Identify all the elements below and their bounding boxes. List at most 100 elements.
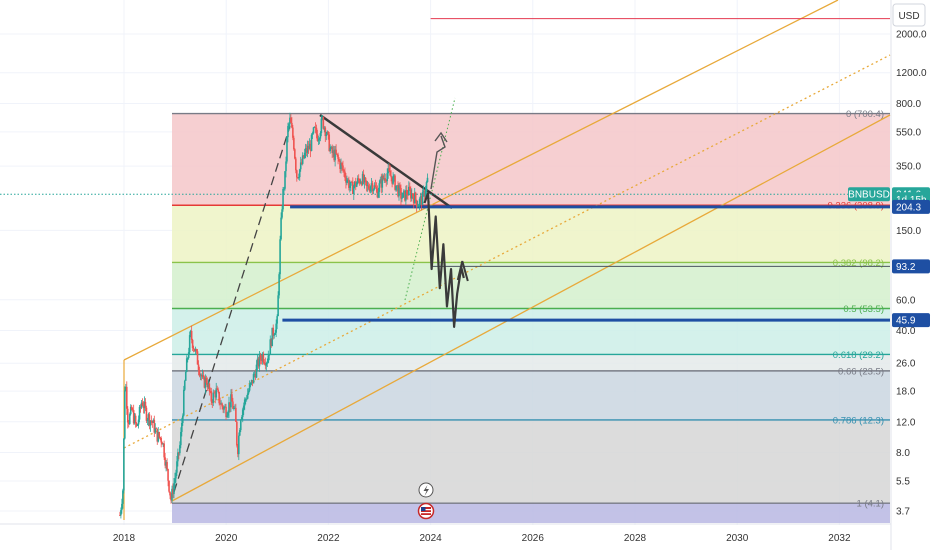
time-axis: 2018 2020 2022 2024 2026 2028 2030 2032 (0, 523, 891, 544)
candle (296, 177, 299, 179)
projection-zigzag[interactable] (423, 192, 465, 328)
channel-mid-line[interactable] (123, 54, 891, 449)
candle (148, 414, 151, 426)
projection-arrow-up[interactable] (430, 131, 448, 190)
candle (300, 162, 303, 164)
candle (302, 155, 305, 158)
candle (274, 332, 276, 335)
candle (374, 185, 377, 188)
candle (416, 206, 419, 208)
candle (357, 178, 360, 181)
projection-path[interactable] (423, 192, 469, 328)
trend-lines[interactable] (123, 0, 891, 520)
candle (254, 373, 257, 378)
candle (269, 339, 272, 355)
price-tick-label: 8.0 (896, 448, 910, 459)
candle (336, 153, 338, 155)
candle (366, 185, 369, 187)
candle (349, 185, 351, 188)
candle (263, 362, 266, 364)
candle (420, 196, 423, 205)
candle (280, 217, 282, 240)
candle (218, 391, 220, 404)
candle (168, 480, 170, 492)
candle (358, 180, 361, 184)
lightning-icon[interactable] (418, 482, 434, 498)
candle (139, 406, 142, 408)
price-tick-label: 800.0 (896, 99, 921, 110)
fib-retracement[interactable]: 0 (700.4)0.236 (208.9)0.382 (98.2)0.5 (5… (172, 109, 890, 523)
candle (275, 323, 277, 333)
dotted-trend-line[interactable] (404, 97, 456, 301)
candle (140, 402, 143, 408)
price-tick-label: 2000.0 (896, 30, 927, 41)
candle (241, 409, 244, 418)
candle (201, 375, 204, 377)
candle (377, 191, 380, 198)
channel-upper-line[interactable] (123, 0, 839, 361)
candle (317, 140, 320, 142)
channel-lower-line[interactable] (171, 114, 891, 502)
candle (342, 165, 344, 171)
candle (206, 382, 209, 388)
price-badge-text: 93.2 (896, 262, 916, 273)
candle (243, 399, 246, 406)
price-tick-label: 60.0 (896, 295, 916, 306)
candle (229, 402, 231, 408)
horizontal-levels[interactable] (0, 18, 890, 322)
candle (225, 406, 227, 418)
candle (253, 373, 256, 375)
candle (179, 445, 181, 454)
candle (242, 405, 245, 410)
fib-zone-0.5 (172, 308, 890, 355)
candle (331, 146, 333, 154)
candle (141, 402, 144, 406)
candle (421, 192, 424, 205)
candle (178, 452, 180, 454)
candle (167, 469, 169, 481)
candle (193, 349, 196, 352)
candle (418, 198, 421, 206)
candle (222, 406, 224, 410)
candle (361, 173, 364, 185)
candle (396, 185, 398, 187)
candle (239, 419, 242, 431)
price-scale-panel[interactable] (890, 0, 932, 550)
candle (322, 117, 325, 129)
candle (182, 389, 185, 416)
candle (308, 143, 311, 150)
price-tick-label: 150.0 (896, 226, 921, 237)
candle (202, 375, 205, 377)
price-badge-text: 204.3 (896, 202, 921, 213)
candle (223, 407, 225, 410)
year-tick-label: 2028 (624, 533, 647, 544)
price-tick-label: 26.0 (896, 359, 916, 370)
candle (235, 407, 237, 422)
candle (310, 134, 313, 151)
candle (351, 181, 353, 183)
candle (284, 171, 286, 189)
candle (226, 415, 228, 418)
candle (338, 158, 340, 161)
dashed-trend-line[interactable] (173, 125, 291, 493)
candle (417, 205, 420, 207)
fib-label-0.382: 0.382 (98.2) (833, 258, 884, 269)
candle (255, 364, 258, 378)
year-tick-label: 2030 (726, 533, 749, 544)
candles (119, 112, 429, 519)
candle (257, 358, 260, 367)
candle (151, 421, 154, 423)
candle (383, 178, 386, 180)
candle (382, 175, 385, 180)
descending-triangle-line[interactable] (319, 113, 453, 210)
candle (371, 183, 374, 192)
currency-button[interactable]: USD (892, 3, 926, 27)
price-badge (892, 259, 930, 274)
candle (364, 177, 367, 181)
candle (323, 127, 326, 129)
candle (219, 403, 221, 405)
candle (221, 403, 223, 407)
us-flag-icon[interactable] (417, 502, 435, 520)
fib-zone-0.618 (172, 354, 890, 371)
